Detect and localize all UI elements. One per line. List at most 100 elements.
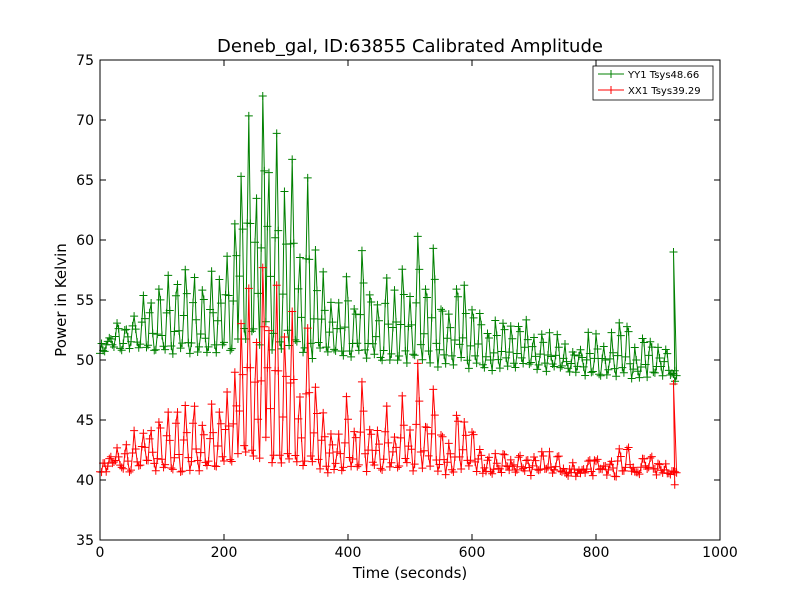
- data-point: [278, 290, 287, 299]
- data-point: [128, 448, 137, 457]
- data-point: [523, 456, 532, 465]
- data-point: [264, 168, 273, 177]
- data-point: [433, 467, 442, 476]
- data-point: [669, 248, 678, 256]
- data-point: [497, 347, 506, 356]
- data-point: [150, 459, 159, 468]
- data-point: [452, 285, 461, 294]
- data-point: [342, 392, 351, 401]
- data-point: [457, 465, 466, 474]
- data-point: [367, 298, 376, 306]
- data-point: [165, 306, 174, 315]
- data-point: [154, 418, 163, 427]
- data-point: [195, 466, 204, 475]
- data-point: [636, 463, 645, 472]
- data-point: [308, 457, 317, 466]
- data-point: [212, 462, 221, 471]
- data-point: [548, 468, 557, 477]
- data-point: [398, 265, 407, 274]
- data-point: [464, 461, 473, 470]
- data-point: [326, 429, 335, 438]
- data-point: [220, 338, 228, 347]
- data-point: [669, 380, 678, 388]
- data-point: [147, 299, 156, 308]
- data-point: [650, 368, 659, 377]
- data-point: [568, 458, 577, 467]
- data-point: [224, 422, 233, 431]
- data-point: [582, 465, 591, 474]
- data-point: [522, 456, 531, 465]
- data-point: [602, 470, 611, 479]
- data-point: [621, 352, 630, 361]
- data-point: [246, 363, 255, 372]
- data-point: [229, 296, 238, 305]
- data-point: [466, 456, 475, 465]
- data-point: [232, 401, 241, 410]
- data-point: [477, 320, 486, 329]
- y-tick-label: 65: [76, 173, 94, 189]
- data-point: [432, 339, 441, 348]
- data-point: [401, 346, 410, 355]
- data-point: [468, 305, 476, 314]
- data-point: [325, 448, 334, 457]
- data-point: [564, 364, 573, 373]
- data-point: [278, 413, 287, 422]
- data-point: [223, 252, 232, 261]
- data-point: [334, 430, 343, 439]
- data-point: [592, 329, 600, 338]
- data-point: [441, 470, 450, 479]
- data-point: [264, 326, 273, 335]
- data-point: [536, 350, 545, 359]
- data-point: [156, 295, 165, 304]
- data-point: [316, 343, 325, 352]
- data-point: [570, 351, 579, 360]
- data-point: [153, 330, 162, 339]
- data-point: [117, 463, 126, 472]
- data-point: [277, 458, 286, 467]
- data-point: [609, 464, 618, 473]
- data-point: [438, 307, 447, 316]
- data-point: [632, 355, 641, 364]
- data-point: [165, 436, 174, 445]
- x-tick-label: 1000: [702, 545, 738, 561]
- data-point: [182, 428, 191, 437]
- data-point: [421, 285, 430, 294]
- data-point: [102, 467, 111, 476]
- data-point: [311, 246, 320, 255]
- data-point: [582, 355, 591, 364]
- data-point: [477, 451, 486, 460]
- data-point: [199, 295, 208, 304]
- data-point: [288, 155, 297, 164]
- data-point: [480, 363, 489, 372]
- data-point: [325, 328, 334, 337]
- data-point: [670, 366, 679, 375]
- data-point: [599, 342, 608, 351]
- data-point: [449, 360, 458, 369]
- data-point: [644, 351, 653, 360]
- data-point: [297, 433, 306, 442]
- data-point: [330, 345, 339, 354]
- data-point: [173, 408, 182, 417]
- data-point: [460, 417, 469, 426]
- data-point: [130, 312, 139, 321]
- data-point: [402, 358, 411, 367]
- data-point: [486, 355, 495, 364]
- data-point: [491, 449, 500, 458]
- data-point: [295, 253, 304, 262]
- data-point: [275, 337, 284, 346]
- data-point: [272, 281, 281, 290]
- data-point: [615, 444, 624, 453]
- data-point: [350, 427, 359, 436]
- data-point: [280, 187, 289, 196]
- y-tick-label: 75: [76, 53, 94, 69]
- data-point: [176, 467, 185, 476]
- data-point: [649, 368, 658, 377]
- data-point: [192, 444, 201, 453]
- data-point: [547, 352, 556, 361]
- data-point: [512, 465, 521, 474]
- data-point: [176, 344, 185, 353]
- data-point: [210, 340, 219, 349]
- data-point: [522, 315, 531, 324]
- data-point: [151, 345, 160, 354]
